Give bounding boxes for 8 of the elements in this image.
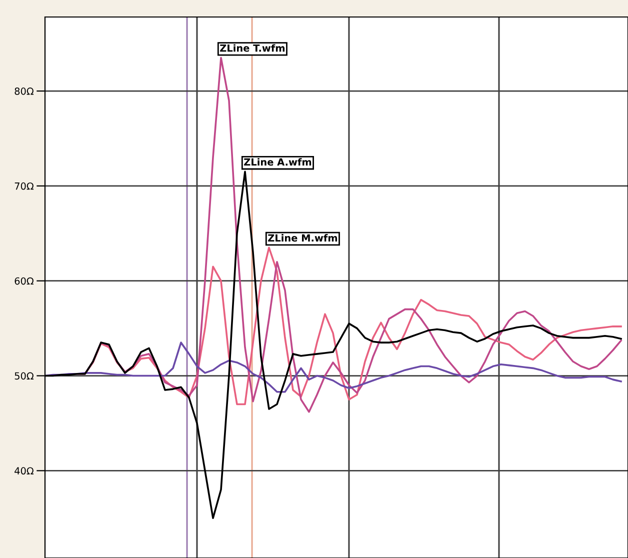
series-label: ZLine T.wfm [220,44,285,52]
series-label: ZLine M.wfm [268,234,338,242]
series-label: ZLine A.wfm [244,158,312,166]
y-tick-label: 50Ω [14,372,34,380]
y-tick-label: 40Ω [14,467,34,475]
y-tick-label: 60Ω [14,277,34,285]
y-tick-label: 80Ω [14,88,34,95]
y-tick-label: 70Ω [14,182,34,190]
